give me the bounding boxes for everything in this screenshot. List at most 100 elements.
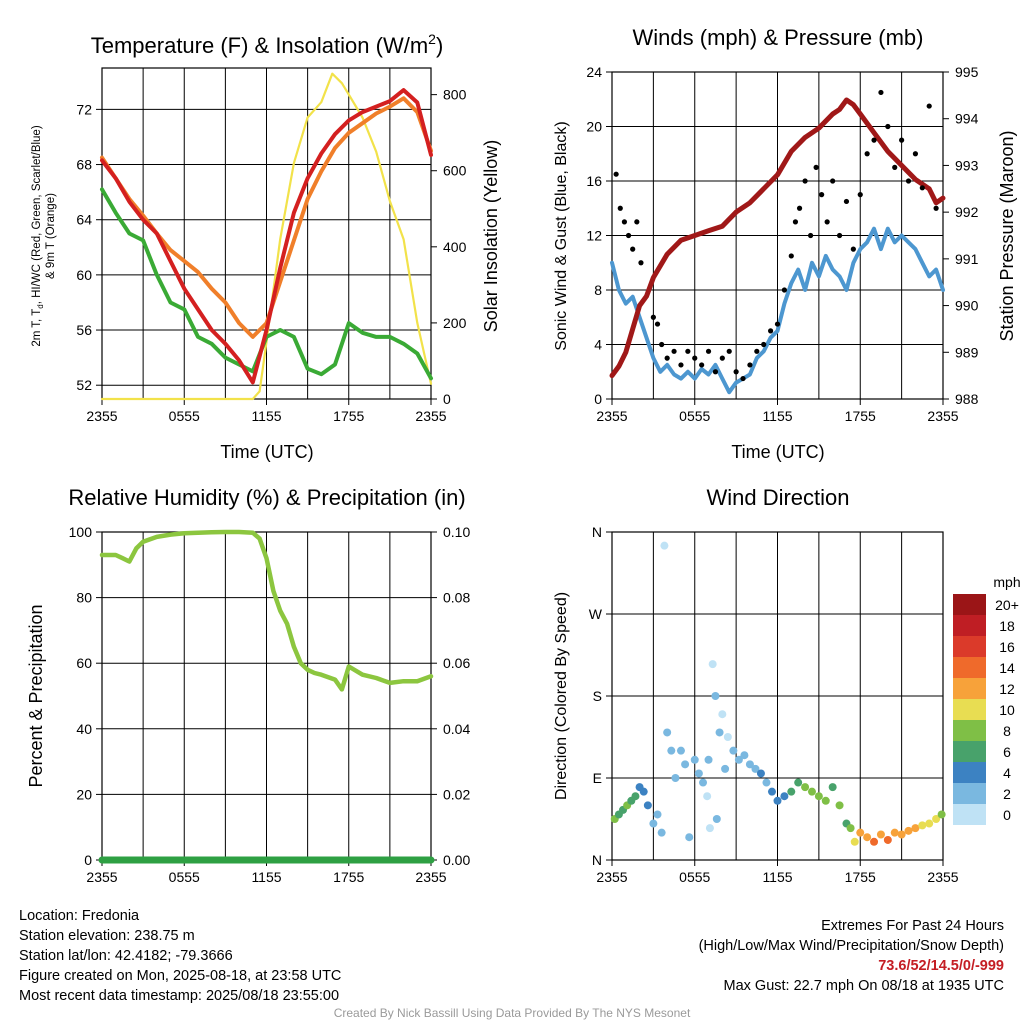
direction-point — [850, 837, 859, 846]
humidity-ytick-right-label: 0.04 — [443, 721, 470, 737]
direction-point — [685, 833, 694, 842]
humidity-ytick-right-label: 0.06 — [443, 655, 470, 671]
gust-point — [768, 328, 774, 334]
humidity-ytick-right-label: 0.08 — [443, 590, 470, 606]
direction-point — [828, 783, 837, 792]
humidity-ytick-right-label: 0.02 — [443, 786, 470, 802]
direction-point — [756, 769, 765, 778]
extremes-max-gust: Max Gust: 22.7 mph On 08/18 at 1935 UTC — [723, 978, 1004, 994]
gust-point — [871, 137, 877, 143]
winds-xtick-label: 0555 — [679, 408, 710, 424]
legend-swatch — [953, 636, 986, 657]
direction-point — [745, 760, 754, 769]
direction-point — [773, 796, 782, 805]
humidity-ytick-label: 80 — [76, 590, 92, 606]
station-elevation: Station elevation: 238.75 m — [19, 928, 195, 944]
temperature-xlabel: Time (UTC) — [220, 442, 313, 462]
gust-point — [802, 178, 808, 184]
direction-point — [890, 828, 899, 837]
direction-point — [694, 769, 703, 778]
station-location: Location: Fredonia — [19, 908, 140, 924]
legend-swatch — [953, 804, 986, 825]
winds-xlabel: Time (UTC) — [731, 442, 824, 462]
winds-ytick-label: 0 — [594, 391, 602, 407]
humidity-title: Relative Humidity (%) & Precipitation (i… — [68, 485, 465, 510]
direction-point — [643, 801, 652, 810]
direction-left-axis: N E S W N — [589, 524, 943, 868]
winds-ylabel-right: Station Pressure (Maroon) — [997, 130, 1017, 341]
direction-point — [699, 778, 708, 787]
temperature-left-axis: 52 56 60 64 68 72 — [76, 101, 431, 393]
direction-ylabel-left: Direction (Colored By Speed) — [553, 592, 570, 800]
direction-point — [925, 819, 934, 828]
gust-point — [899, 137, 905, 143]
direction-point — [734, 755, 743, 764]
legend-label: 16 — [999, 639, 1015, 655]
humidity-ytick-label: 40 — [76, 721, 92, 737]
gust-point — [912, 151, 919, 157]
direction-point — [671, 774, 680, 782]
direction-panel: Wind Direction Direction (Colored By Spe… — [553, 485, 1021, 800]
temperature-right-axis: 0 200 400 600 800 — [431, 87, 467, 407]
gust-point — [774, 321, 781, 327]
gust-point — [699, 362, 705, 368]
legend-swatch — [953, 783, 986, 804]
gust-point — [747, 362, 753, 368]
gust-point — [792, 219, 799, 225]
temperature-ytick-right-label: 800 — [443, 87, 467, 103]
gust-point — [830, 178, 836, 184]
gust-point — [654, 321, 661, 327]
winds-right-axis: 988 989 990 991 992 993 994 995 — [943, 64, 979, 407]
direction-point — [711, 692, 720, 700]
winds-xtick-label: 2355 — [927, 408, 958, 424]
direction-xtick-label: 1755 — [845, 869, 876, 885]
gust-point — [885, 123, 891, 130]
winds-ytick-label: 24 — [586, 64, 602, 80]
temp-2m-line — [100, 88, 433, 385]
humidity-ytick-label: 100 — [69, 524, 93, 540]
direction-point — [667, 746, 676, 755]
winds-ytick-right-label: 994 — [955, 111, 979, 127]
humidity-panel: Relative Humidity (%) & Precipitation (i… — [26, 485, 466, 788]
temperature-ylabel-left: 2m T, Td, HI/WC (Red, Green, Scarlet/Blu… — [31, 125, 45, 346]
gust-point — [671, 348, 677, 354]
direction-ytick-label: W — [589, 606, 603, 622]
extremes-box: Extremes For Past 24 Hours (High/Low/Max… — [699, 916, 1004, 996]
gust-point — [926, 103, 932, 109]
temperature-ytick-label: 72 — [76, 101, 92, 117]
gust-point — [878, 89, 884, 96]
direction-ytick-label: N — [592, 524, 602, 540]
credit-line: Created By Nick Bassill Using Data Provi… — [333, 1006, 691, 1020]
gust-point — [692, 355, 698, 361]
humidity-ytick-right-label: 0.10 — [443, 524, 470, 540]
temperature-axes: 2355 0555 1155 1755 2355 — [86, 67, 447, 424]
direction-point — [723, 733, 732, 741]
legend-label: 4 — [1003, 765, 1011, 781]
temperature-xtick-label: 2355 — [86, 408, 117, 424]
direction-xtick-label: 2355 — [927, 869, 958, 885]
humidity-xtick-label: 1155 — [251, 869, 281, 885]
winds-ytick-label: 12 — [586, 228, 602, 244]
direction-point — [937, 810, 946, 819]
direction-point — [751, 764, 760, 773]
winds-panel: Winds (mph) & Pressure (mb) Sonic Wind &… — [553, 25, 1017, 462]
recent-timestamp: Most recent data timestamp: 2025/08/18 2… — [19, 988, 340, 1004]
winds-ytick-label: 20 — [586, 119, 602, 135]
temperature-ytick-right-label: 0 — [443, 391, 451, 407]
direction-point — [639, 787, 648, 796]
direction-point — [740, 751, 749, 760]
direction-point — [904, 826, 913, 835]
gust-point — [808, 232, 814, 239]
humidity-right-axis: 0.00 0.02 0.04 0.06 0.08 0.10 — [431, 524, 470, 868]
legend-swatch — [953, 699, 986, 720]
direction-point — [863, 833, 872, 842]
gust-point — [659, 341, 665, 348]
winds-ytick-label: 8 — [594, 282, 602, 298]
winds-ytick-label: 16 — [586, 173, 602, 189]
direction-title: Wind Direction — [706, 485, 849, 510]
gust-point — [813, 164, 819, 170]
humidity-xtick-label: 0555 — [169, 869, 200, 885]
gust-point — [719, 355, 725, 361]
winds-ytick-right-label: 991 — [955, 251, 979, 267]
gust-point — [678, 362, 684, 368]
